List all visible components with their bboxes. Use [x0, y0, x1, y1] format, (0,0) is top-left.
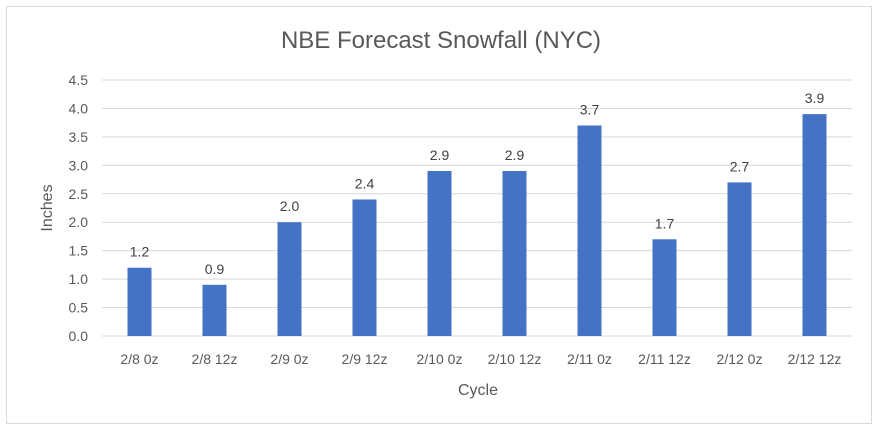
bar [577, 125, 602, 336]
data-label: 0.9 [205, 261, 225, 277]
bar [427, 171, 452, 336]
y-tick-label: 0.5 [69, 300, 89, 316]
x-tick-label: 2/10 0z [417, 351, 463, 367]
x-tick-label: 2/11 0z [567, 351, 612, 367]
bars [127, 114, 827, 336]
x-tick-label: 2/8 0z [120, 351, 158, 367]
bar [802, 114, 827, 336]
data-label: 3.7 [580, 102, 600, 118]
y-tick-label: 2.0 [69, 214, 89, 230]
bar [127, 267, 152, 336]
y-tick-label: 3.0 [69, 157, 89, 173]
data-label: 2.0 [280, 198, 300, 214]
x-axis-title: Cycle [458, 382, 498, 399]
bar [727, 182, 752, 336]
y-tick-label: 0.0 [69, 328, 89, 344]
data-label: 2.9 [505, 147, 525, 163]
x-tick-label: 2/9 12z [342, 351, 388, 367]
data-label: 2.4 [355, 175, 375, 191]
bar [352, 199, 377, 336]
y-axis-title: Inches [39, 184, 56, 231]
x-tick-label: 2/9 0z [270, 351, 308, 367]
bar [502, 171, 527, 336]
chart-title: NBE Forecast Snowfall (NYC) [281, 27, 601, 54]
data-label: 2.7 [730, 158, 750, 174]
y-tick-label: 1.0 [69, 271, 89, 287]
data-label: 3.9 [805, 90, 825, 106]
bar [277, 222, 302, 336]
x-tick-label: 2/10 12z [488, 351, 542, 367]
data-label: 1.2 [130, 244, 150, 260]
y-tick-label: 4.5 [69, 72, 89, 88]
data-label: 1.7 [655, 215, 675, 231]
x-axis-ticks: 2/8 0z 2/8 12z 2/9 0z 2/9 12z 2/10 0z 2/10 12… [120, 351, 841, 367]
data-label: 2.9 [430, 147, 450, 163]
x-tick-label: 2/12 12z [788, 351, 842, 367]
x-tick-label: 2/8 12z [192, 351, 238, 367]
x-tick-label: 2/12 0z [717, 351, 763, 367]
data-labels: 1.2 0.9 2.0 2.4 2.9 2.9 3.7 1.7 2.7 3.9 [130, 90, 825, 277]
y-tick-label: 4.0 [69, 100, 89, 116]
bar [652, 239, 677, 336]
gridlines [102, 79, 852, 337]
y-tick-label: 3.5 [69, 129, 89, 145]
y-tick-label: 1.5 [69, 243, 89, 259]
y-tick-label: 2.5 [69, 186, 89, 202]
x-tick-label: 2/11 12z [638, 351, 691, 367]
bar [202, 284, 227, 336]
y-axis-ticks: 0.0 0.5 1.0 1.5 2.0 2.5 3.0 3.5 4.0 4.5 [69, 72, 89, 344]
